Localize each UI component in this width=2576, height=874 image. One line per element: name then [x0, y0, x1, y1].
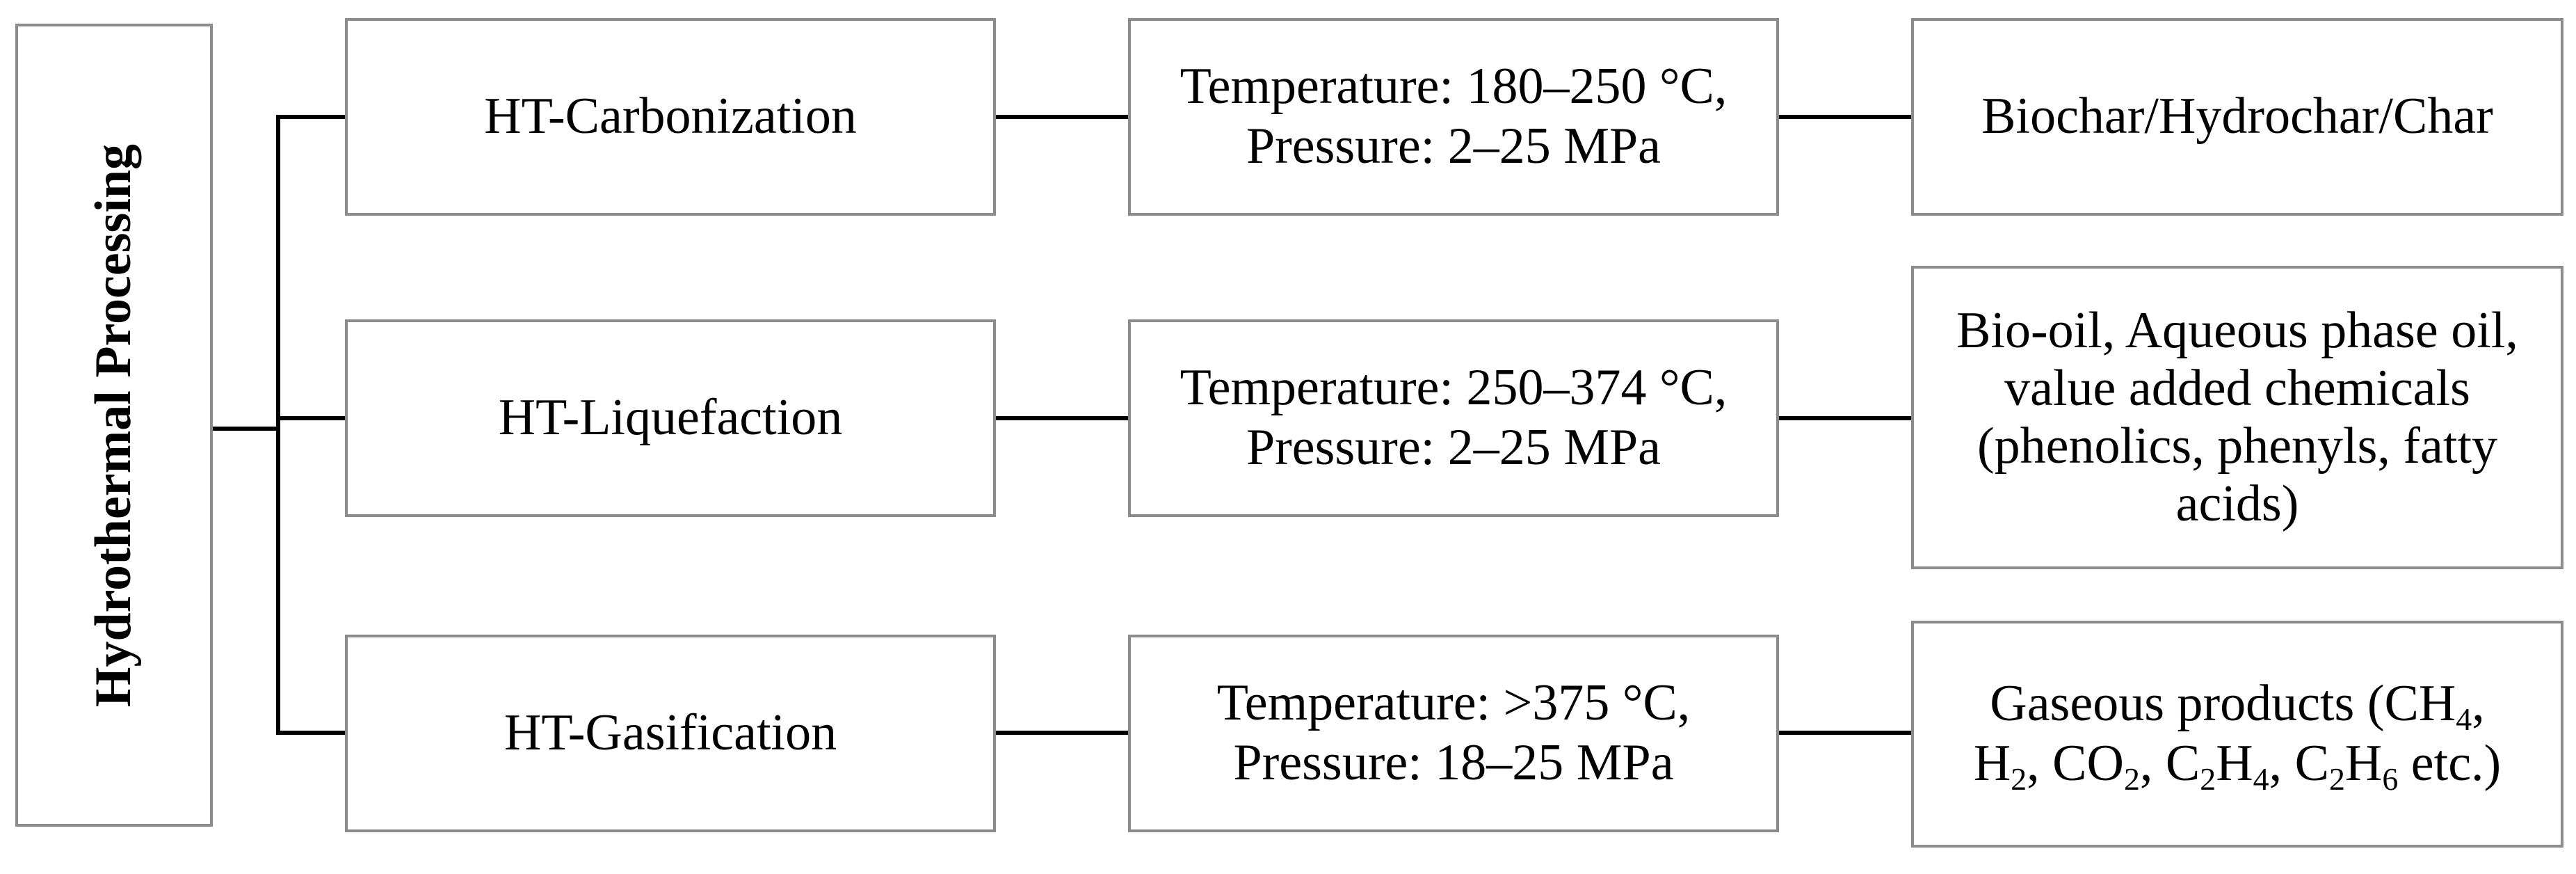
products-line: Bio-oil, Aqueous phase oil,: [1956, 302, 2518, 360]
temperature-label: Temperature: 250–374 °C,: [1180, 359, 1728, 417]
process-box-gasification: HT-Gasification: [345, 635, 996, 832]
products-line: (phenolics, phenyls, fatty: [1977, 418, 2498, 475]
root-box: Hydrothermal Processing: [15, 24, 213, 827]
pressure-label: Pressure: 18–25 MPa: [1233, 734, 1674, 791]
products-box-liquefaction: Bio-oil, Aqueous phase oil, value added …: [1911, 266, 2563, 569]
products-label: Gaseous products (CH4, H2, CO2, C2H4, C2…: [1973, 675, 2502, 797]
temperature-label: Temperature: >375 °C,: [1216, 674, 1691, 732]
process-box-liquefaction: HT-Liquefaction: [345, 319, 996, 517]
pressure-label: Pressure: 2–25 MPa: [1246, 118, 1661, 175]
root-label: Hydrothermal Processing: [85, 143, 143, 707]
products-line: acids): [2175, 475, 2299, 532]
conditions-box-liquefaction: Temperature: 250–374 °C, Pressure: 2–25 …: [1128, 319, 1779, 517]
process-label: HT-Gasification: [504, 704, 837, 762]
process-box-carbonization: HT-Carbonization: [345, 18, 996, 216]
products-line: value added chemicals: [2004, 360, 2470, 418]
products-label: Biochar/Hydrochar/Char: [1981, 88, 2493, 145]
process-label: HT-Liquefaction: [498, 389, 843, 447]
conditions-box-gasification: Temperature: >375 °C, Pressure: 18–25 MP…: [1128, 635, 1779, 832]
temperature-label: Temperature: 180–250 °C,: [1180, 58, 1728, 116]
process-label: HT-Carbonization: [484, 88, 857, 145]
pressure-label: Pressure: 2–25 MPa: [1246, 419, 1661, 476]
conditions-box-carbonization: Temperature: 180–250 °C, Pressure: 2–25 …: [1128, 18, 1779, 216]
products-box-carbonization: Biochar/Hydrochar/Char: [1911, 18, 2563, 216]
products-box-gasification: Gaseous products (CH4, H2, CO2, C2H4, C2…: [1911, 621, 2563, 848]
